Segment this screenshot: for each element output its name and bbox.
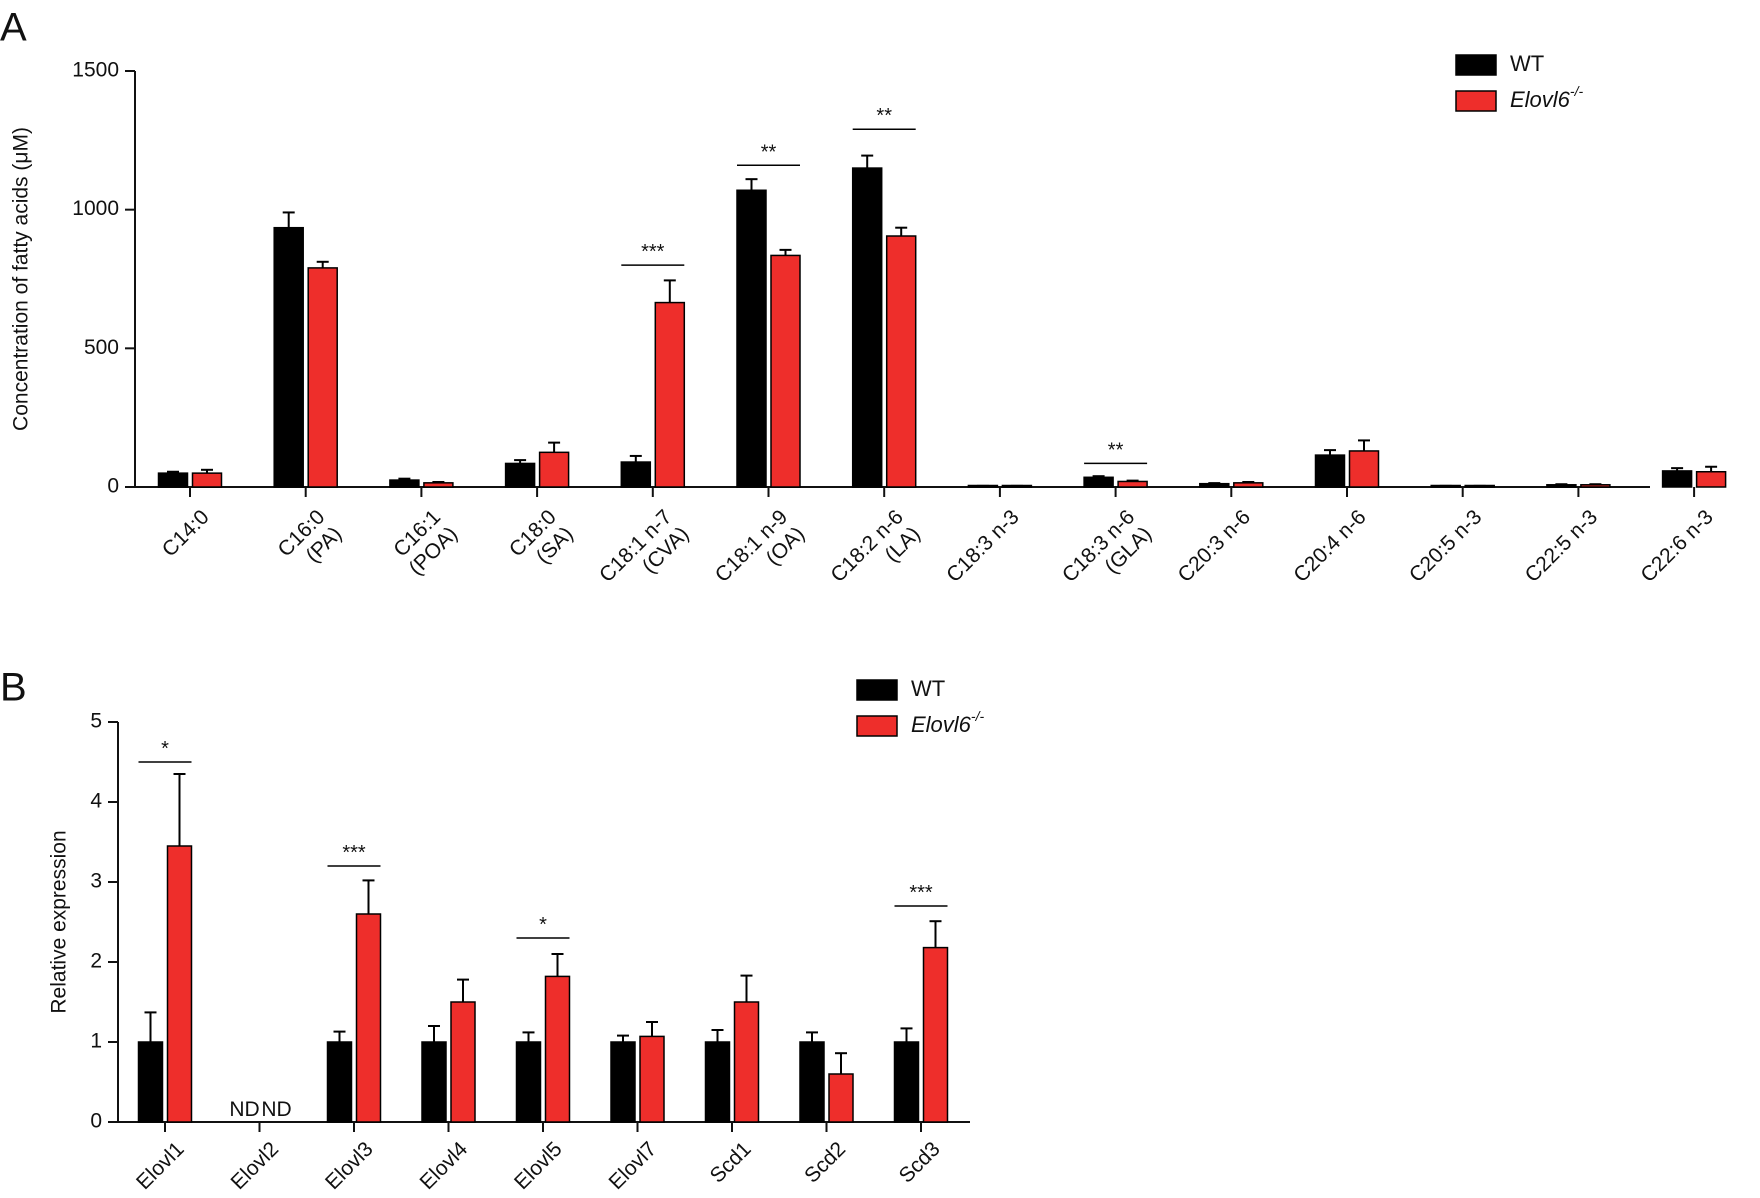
significance-stars: *** bbox=[909, 882, 933, 904]
bar-elovl6-ko bbox=[828, 1073, 854, 1123]
significance-stars: * bbox=[161, 738, 169, 760]
panel-a-chart: A 0 500 1000 1500 Concentration of fatty acid… bbox=[0, 6, 1727, 587]
x-tick-label: C18:3 n-3 bbox=[942, 505, 1023, 586]
bar-wt bbox=[736, 189, 767, 488]
y-tick-label: 3 bbox=[90, 870, 102, 893]
bar-elovl6-ko bbox=[191, 472, 223, 488]
bar-wt bbox=[515, 1041, 542, 1123]
bar-wt bbox=[389, 479, 420, 488]
bar-wt bbox=[157, 472, 189, 488]
y-tick-label: 5 bbox=[90, 710, 102, 733]
bar-elovl6-ko bbox=[166, 845, 193, 1123]
bar-elovl6-ko bbox=[1348, 450, 1380, 488]
bar-wt bbox=[893, 1041, 920, 1123]
bar-elovl6-ko bbox=[1695, 470, 1727, 488]
x-tick-label: Scd3 bbox=[895, 1137, 945, 1187]
x-tick-label: Elovl4 bbox=[416, 1137, 473, 1194]
x-tick-label: C20:3 n-6 bbox=[1174, 505, 1255, 586]
bar-wt bbox=[851, 167, 883, 488]
significance-stars: *** bbox=[641, 241, 665, 263]
bar-wt bbox=[273, 226, 304, 488]
x-tick-label: Elovl1 bbox=[132, 1137, 189, 1194]
y-axis-title: Relative expression bbox=[48, 830, 71, 1013]
x-tick-label: C22:6 n-3 bbox=[1636, 505, 1717, 586]
y-tick-label: 0 bbox=[107, 475, 119, 498]
x-tick-label: Elovl2 bbox=[227, 1137, 284, 1194]
bar-elovl6-ko bbox=[544, 975, 571, 1123]
legend-swatch-wt bbox=[856, 679, 898, 701]
legend-gene-name: Elovl6 bbox=[1510, 87, 1571, 112]
bar-elovl6-ko bbox=[639, 1035, 665, 1123]
significance-stars: ** bbox=[1108, 439, 1124, 461]
bar-wt bbox=[504, 462, 536, 488]
bar-elovl6-ko bbox=[922, 946, 949, 1123]
bar-elovl6-ko bbox=[654, 301, 686, 488]
bar-wt bbox=[1083, 476, 1114, 488]
bar-wt bbox=[620, 461, 652, 488]
legend-label-wt: WT bbox=[911, 676, 945, 701]
legend-swatch-wt bbox=[1455, 54, 1497, 76]
bar-elovl6-ko bbox=[1233, 482, 1264, 488]
legend-label-elovl6-ko: Elovl6-/- bbox=[911, 708, 984, 737]
bar-elovl6-ko bbox=[1117, 480, 1148, 488]
y-tick-label: 2 bbox=[90, 950, 102, 973]
not-detected-label: ND bbox=[229, 1098, 259, 1121]
bar-wt bbox=[1199, 482, 1230, 488]
legend-genotype-superscript: -/- bbox=[971, 708, 985, 724]
y-tick-label: 1 bbox=[90, 1030, 102, 1053]
bar-wt bbox=[704, 1041, 731, 1123]
bar-elovl6-ko bbox=[885, 235, 917, 488]
panel-b-chart: B 0 1 2 3 4 5 Relative expression Elovl1 Elovl2 El… bbox=[0, 666, 984, 1195]
significance-stars: *** bbox=[342, 842, 366, 864]
bar-elovl6-ko bbox=[423, 482, 454, 488]
x-tick-label: Scd2 bbox=[800, 1137, 850, 1187]
panel-letter: B bbox=[0, 666, 27, 710]
bar-wt bbox=[1661, 470, 1693, 488]
bar-elovl6-ko bbox=[770, 254, 801, 488]
y-axis-title: Concentration of fatty acids (μM) bbox=[10, 127, 33, 431]
y-tick-label: 0 bbox=[90, 1110, 102, 1133]
legend-swatch-elovl6-ko bbox=[856, 715, 898, 737]
legend-label-elovl6-ko: Elovl6-/- bbox=[1510, 83, 1583, 112]
legend-swatch-elovl6-ko bbox=[1455, 90, 1497, 112]
y-tick-label: 1500 bbox=[72, 59, 119, 82]
significance-stars: ** bbox=[876, 105, 892, 127]
bar-elovl6-ko bbox=[355, 913, 382, 1123]
bar-elovl6-ko bbox=[450, 1001, 476, 1123]
x-tick-label: C22:5 n-3 bbox=[1521, 505, 1602, 586]
x-tick-label: Scd1 bbox=[706, 1137, 756, 1187]
legend-gene-name: Elovl6 bbox=[911, 712, 972, 737]
significance-stars: ** bbox=[761, 141, 777, 163]
bar-wt bbox=[326, 1041, 353, 1123]
bar-wt bbox=[421, 1041, 447, 1123]
x-tick-label: Elovl3 bbox=[321, 1137, 378, 1194]
bar-elovl6-ko bbox=[733, 1001, 760, 1123]
y-tick-label: 4 bbox=[90, 790, 102, 813]
y-tick-label: 1000 bbox=[72, 197, 119, 220]
bar-wt bbox=[1314, 454, 1346, 488]
legend-genotype-superscript: -/- bbox=[1570, 83, 1584, 99]
x-tick-label: C14:0 bbox=[158, 505, 214, 561]
not-detected-label: ND bbox=[261, 1098, 291, 1121]
legend-label-wt: WT bbox=[1510, 51, 1544, 76]
x-tick-label: Elovl5 bbox=[510, 1137, 567, 1194]
y-tick-label: 500 bbox=[84, 336, 119, 359]
bar-elovl6-ko bbox=[538, 451, 570, 488]
panel-letter: A bbox=[0, 6, 27, 50]
bar-elovl6-ko bbox=[307, 267, 338, 488]
bar-wt bbox=[610, 1041, 636, 1123]
x-tick-label: C20:5 n-3 bbox=[1405, 505, 1486, 586]
significance-stars: * bbox=[539, 914, 547, 936]
bar-wt bbox=[799, 1041, 825, 1123]
x-tick-label: C20:4 n-6 bbox=[1289, 505, 1370, 586]
bar-wt bbox=[137, 1041, 164, 1123]
x-tick-label: Elovl7 bbox=[605, 1137, 662, 1194]
